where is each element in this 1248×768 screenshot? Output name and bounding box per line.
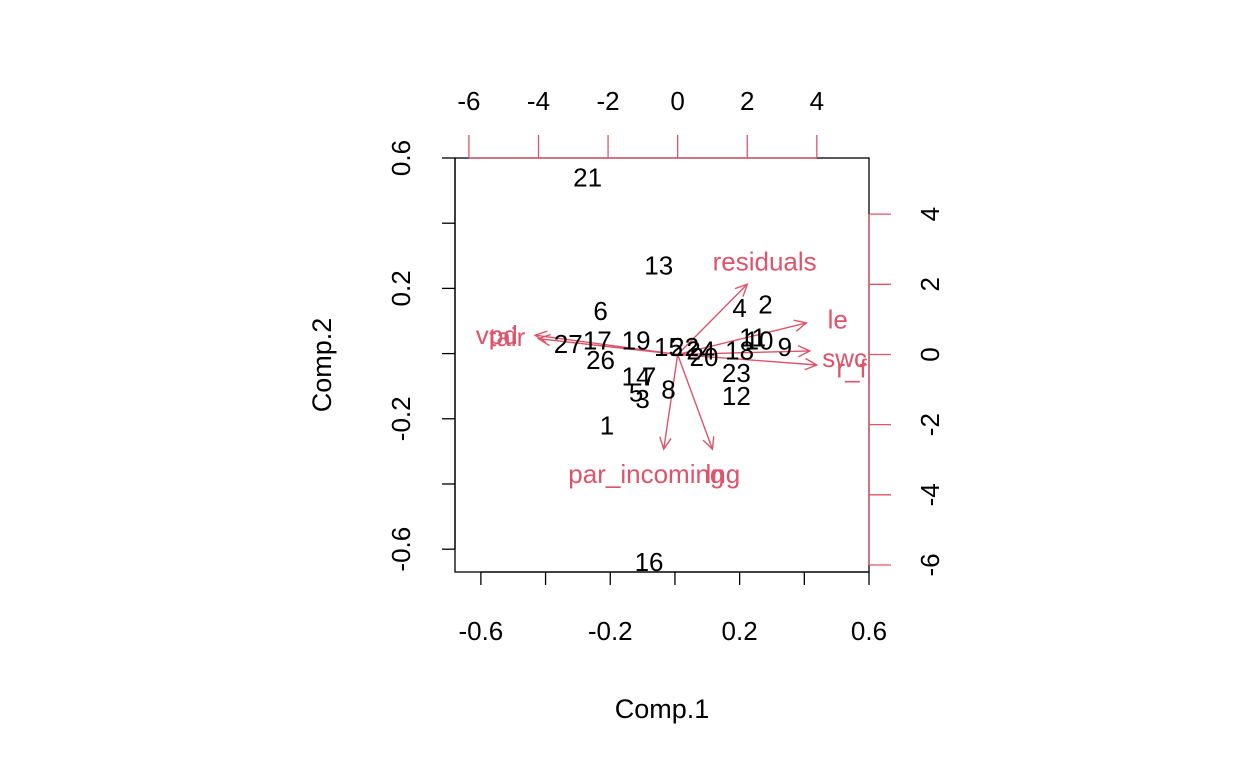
point-label: 26 [586,345,615,375]
top-tick-label: 2 [740,86,754,116]
point-label: 21 [573,163,602,193]
loading-arrow [663,354,679,450]
loading-label: par_incoming [568,459,724,489]
right-tick-label: -4 [915,483,945,506]
right-tick-label: 2 [915,277,945,291]
x-tick-label: -0.2 [588,616,633,646]
top-tick-label: 4 [810,86,824,116]
top-tick-label: -2 [597,86,620,116]
point-label: 9 [778,332,792,362]
loading-arrowhead [793,319,808,332]
loading-arrow [677,283,748,355]
top-tick-label: -6 [457,86,480,116]
right-tick-label: -2 [915,413,945,436]
point-label: 13 [644,251,673,281]
loading-label: tair [489,322,525,352]
loading-arrowhead [804,357,819,371]
loading-arrow [676,354,714,450]
right-tick-label: 4 [915,207,945,221]
point-label: 23 [722,358,751,388]
point-label: 6 [593,296,607,326]
loading-arrowhead [536,333,551,347]
point-label: 10 [745,326,774,356]
loading-arrow [677,322,807,356]
right-tick-label: -6 [915,553,945,576]
x-tick-label: 0.6 [851,616,887,646]
point-label: 3 [635,384,649,414]
point-label: 19 [622,326,651,356]
loading-label: lng [706,459,741,489]
point-label: 16 [635,547,664,577]
right-tick-label: 0 [915,347,945,361]
loading-label: r_f [836,354,867,384]
point-label: 1 [600,410,614,440]
point-label: 5 [629,378,643,408]
point-label: 27 [554,329,583,359]
loading-arrowhead [659,436,672,451]
point-label: 4 [732,293,746,323]
loading-arrow [677,350,810,356]
point-label: 24 [686,335,715,365]
point-label: 18 [725,335,754,365]
point-label: 22 [670,332,699,362]
point-label: 17 [583,326,612,356]
point-label: 12 [722,381,751,411]
point-label: 2 [758,290,772,320]
loading-label: vpd [476,320,518,350]
y-axis-title: Comp.2 [307,318,337,413]
loading-label: le [828,304,848,334]
point-label: 20 [690,342,719,372]
loading-arrowhead [734,283,749,297]
loading-arrowhead [702,436,715,451]
loading-arrow [677,353,817,366]
plot-frame [454,157,870,573]
point-label: 7 [642,361,656,391]
loading-arrowhead [533,330,548,343]
point-label: 15 [654,332,683,362]
loading-label: swc [822,343,867,373]
top-tick-label: -4 [527,86,550,116]
loading-arrow [538,337,678,356]
y-tick-label: -0.2 [386,396,416,441]
loading-label: residuals [713,247,817,277]
y-tick-label: -0.6 [386,527,416,572]
point-label: 8 [661,374,675,404]
x-tick-label: 0.2 [722,616,758,646]
x-axis-title: Comp.1 [615,694,710,724]
y-tick-label: 0.2 [386,270,416,306]
y-tick-label: 0.6 [386,140,416,176]
point-label: 14 [622,361,651,391]
point-label: 11 [739,322,766,352]
loading-arrowhead [797,344,812,358]
x-tick-label: -0.6 [458,616,503,646]
top-tick-label: 0 [670,86,684,116]
